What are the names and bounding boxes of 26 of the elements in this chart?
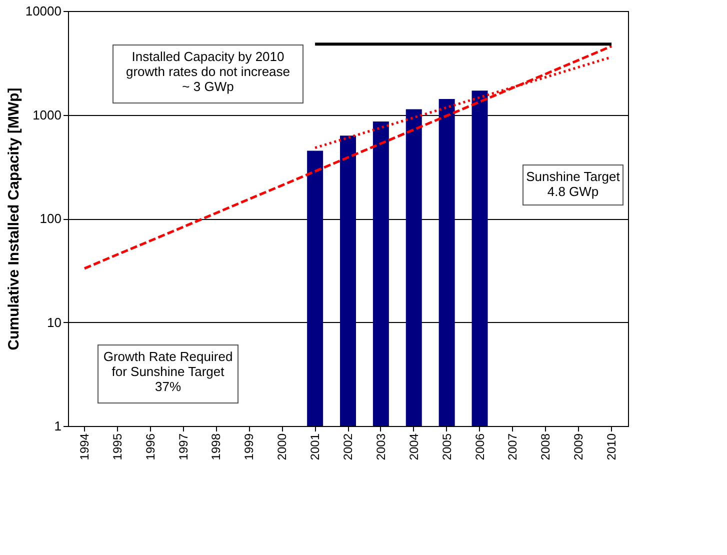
x-tick-label: 1994: [77, 433, 92, 460]
y-tick-label: 10000: [25, 4, 62, 18]
y-tick-label: 1000: [32, 107, 62, 122]
x-tick-label: 2001: [308, 433, 322, 460]
x-tick-label: 2009: [572, 433, 586, 460]
y-tick-label: 1: [54, 418, 62, 434]
x-tick-label: 2010: [604, 433, 619, 460]
annotation: Installed Capacity by 2010 growth rates do not increase ~ 3 GWp: [126, 49, 290, 94]
x-tick-label: 2000: [275, 433, 290, 460]
annotation: Growth Rate Required for Sunshine Target 37%: [103, 349, 233, 394]
x-tick-label: 2003: [374, 433, 388, 460]
x-tick-label: 1998: [209, 433, 224, 460]
x-tick-label: 2004: [406, 433, 421, 460]
x-tick-label: 2007: [506, 433, 520, 460]
x-tick-label: 1995: [110, 433, 124, 460]
annotation: Sunshine Target 4.8 GWp: [526, 169, 620, 199]
x-tick-label: 1997: [176, 433, 190, 460]
y-axis-title: Cumulative Installed Capacity [MWp]: [5, 88, 22, 350]
x-tick-label: 1996: [143, 433, 158, 460]
x-tick-label: 2005: [440, 433, 454, 460]
y-tick-label: 10: [47, 314, 62, 330]
x-tick-label: 2002: [341, 433, 355, 460]
y-tick-label: 100: [40, 211, 62, 226]
x-tick-label: 2006: [472, 433, 487, 460]
x-tick-label: 2008: [538, 433, 553, 460]
x-tick-label: 1999: [242, 433, 256, 460]
